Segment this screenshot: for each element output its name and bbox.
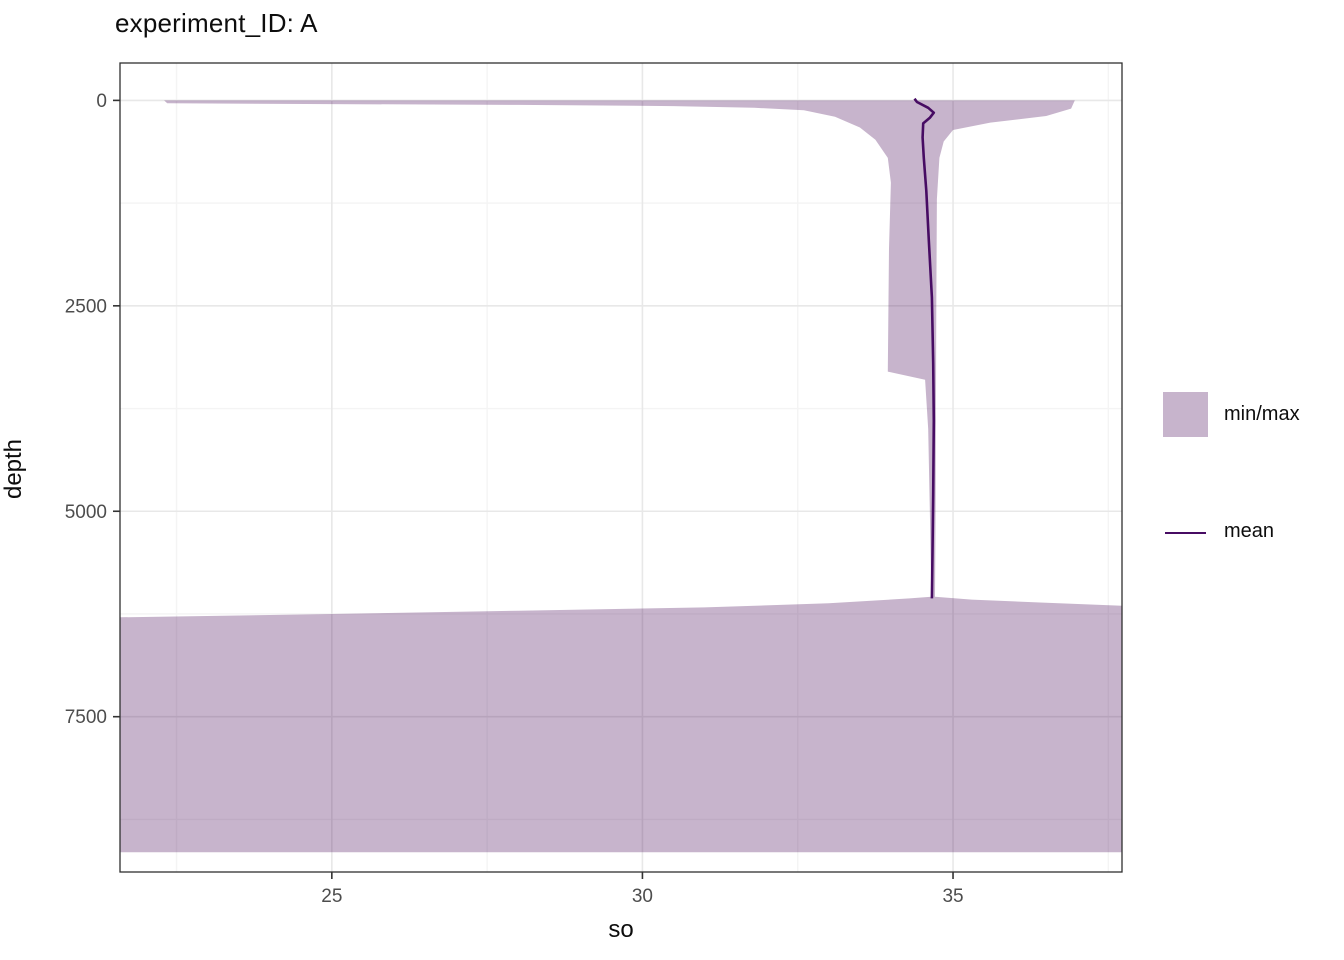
y-tick-label: 0 [96,91,107,112]
x-tick-label: 25 [321,886,342,907]
panel-background [120,63,1122,872]
axis-tick-labels: 0 2500 5000 7500 25 30 35 [65,91,964,907]
mean-line [913,97,936,599]
legend: min/max mean [1163,392,1338,554]
panel-border [119,62,1123,873]
axis-ticks [113,99,954,879]
y-axis-title: depth [0,438,27,500]
minmax-swatch-icon [1163,392,1208,437]
x-tick-label: 35 [942,886,963,907]
minmax-ribbon [120,100,1122,853]
x-tick-label: 30 [632,886,653,907]
y-tick-label: 2500 [65,296,107,317]
grid-major [120,63,1122,872]
grid-minor [120,63,1122,872]
legend-item-minmax: min/max [1163,392,1338,437]
y-tick-label: 7500 [65,707,107,728]
y-tick-label: 5000 [65,502,107,523]
legend-label-mean: mean [1224,520,1275,542]
x-axis-title: so [608,916,634,943]
chart-title: experiment_ID: A [115,8,318,38]
legend-item-mean: mean [1163,509,1338,554]
legend-label-minmax: min/max [1224,403,1300,425]
mean-line-swatch-icon [1163,509,1208,554]
mean-keyline-icon [1165,531,1206,534]
